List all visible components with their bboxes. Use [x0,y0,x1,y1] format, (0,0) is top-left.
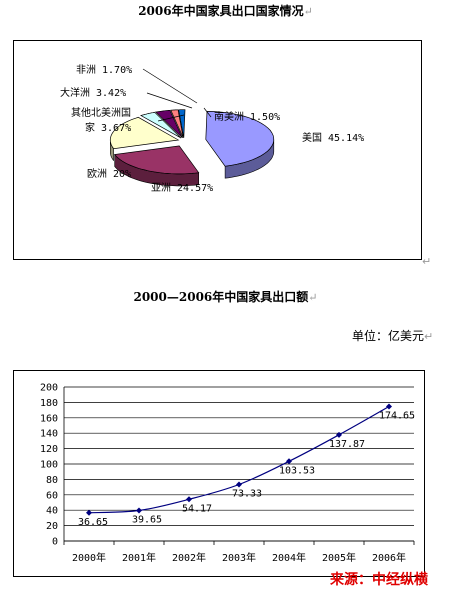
y-tick-label: 120 [40,444,58,455]
y-tick-label: 0 [52,537,58,548]
y-tick-label: 60 [46,490,58,501]
line-chart-title: 2000—2006年中国家具出口额↵ [133,290,318,304]
data-label: 103.53 [279,465,315,476]
pie-chart: 美国 45.14% 亚洲 24.57% 欧洲 20% 大洋洲 3.42% 非洲 1.70… [60,64,364,194]
x-tick-label: 2006年 [372,551,406,564]
pie-leader-line [146,92,193,109]
y-tick-label: 160 [40,413,58,424]
data-point [186,496,192,503]
x-tick-label: 2004年 [272,551,306,564]
y-tick-label: 40 [46,506,58,517]
data-label: 39.65 [132,514,162,525]
pie-label-非洲: 非洲 1.70% [76,64,132,76]
y-tick-label: 140 [40,429,58,440]
data-label: 73.33 [232,489,262,500]
pie-leader-line [203,107,212,118]
pie-label-其他北美洲国家-line2: 家 3.67% [85,121,131,134]
x-tick-label: 2000年 [72,551,106,564]
pie-slice-南美洲 [178,109,186,138]
line-chart-frame: 0 20 40 60 80 100 120 140 160 180 200 2000年 2001年 200… [13,370,425,577]
data-label: 54.17 [182,503,212,514]
y-tick-label: 100 [40,460,58,471]
x-tick-label: 2001年 [122,551,156,564]
pie-leader-line [142,68,198,104]
data-point [386,403,392,410]
pie-slice-亚洲 [114,145,200,175]
unit-label: 单位：亿美元↵ [352,329,434,343]
data-label: 174.65 [379,411,415,422]
pie-slice-非洲 [170,109,184,138]
pie-label-美国: 美国 45.14% [302,131,364,144]
data-point [136,507,142,514]
data-point [286,458,292,465]
data-point [336,431,342,438]
line-chart: 0 20 40 60 80 100 120 140 160 180 200 2000年 2001年 200… [40,383,415,565]
x-tick-label: 2003年 [222,551,256,564]
pie-chart-frame: 美国 45.14% 亚洲 24.57% 欧洲 20% 大洋洲 3.42% 非洲 1.70… [13,40,422,260]
pie-label-其他北美洲国家-line1: 其他北美洲国 [71,106,131,119]
x-tick-label: 2002年 [172,551,206,564]
pie-label-亚洲: 亚洲 24.57% [151,182,213,194]
y-tick-label: 20 [46,521,58,532]
data-point [86,509,92,516]
pie-slice-其他北美洲国家 [140,111,182,139]
pie-slice-美国 [205,111,275,167]
pie-slice-大洋洲 [155,109,183,139]
pie-label-欧洲: 欧洲 20% [87,168,131,180]
pie-slice-欧洲 [109,116,180,150]
data-point [236,481,242,488]
y-tick-label: 80 [46,475,58,486]
pie-label-大洋洲: 大洋洲 3.42% [60,86,126,99]
paragraph-mark: ↵ [422,255,432,268]
x-tick-label: 2005年 [322,551,356,564]
y-tick-label: 200 [40,383,58,394]
pie-leader-line [157,114,185,122]
pie-label-南美洲: 南美洲 1.50% [214,110,280,123]
data-label: 36.65 [78,517,108,528]
y-tick-label: 180 [40,398,58,409]
pie-chart-title: 2006年中国家具出口国家情况↵ [138,4,313,18]
source-label: 来源：中经纵横 [330,572,428,588]
data-label: 137.87 [329,439,365,450]
